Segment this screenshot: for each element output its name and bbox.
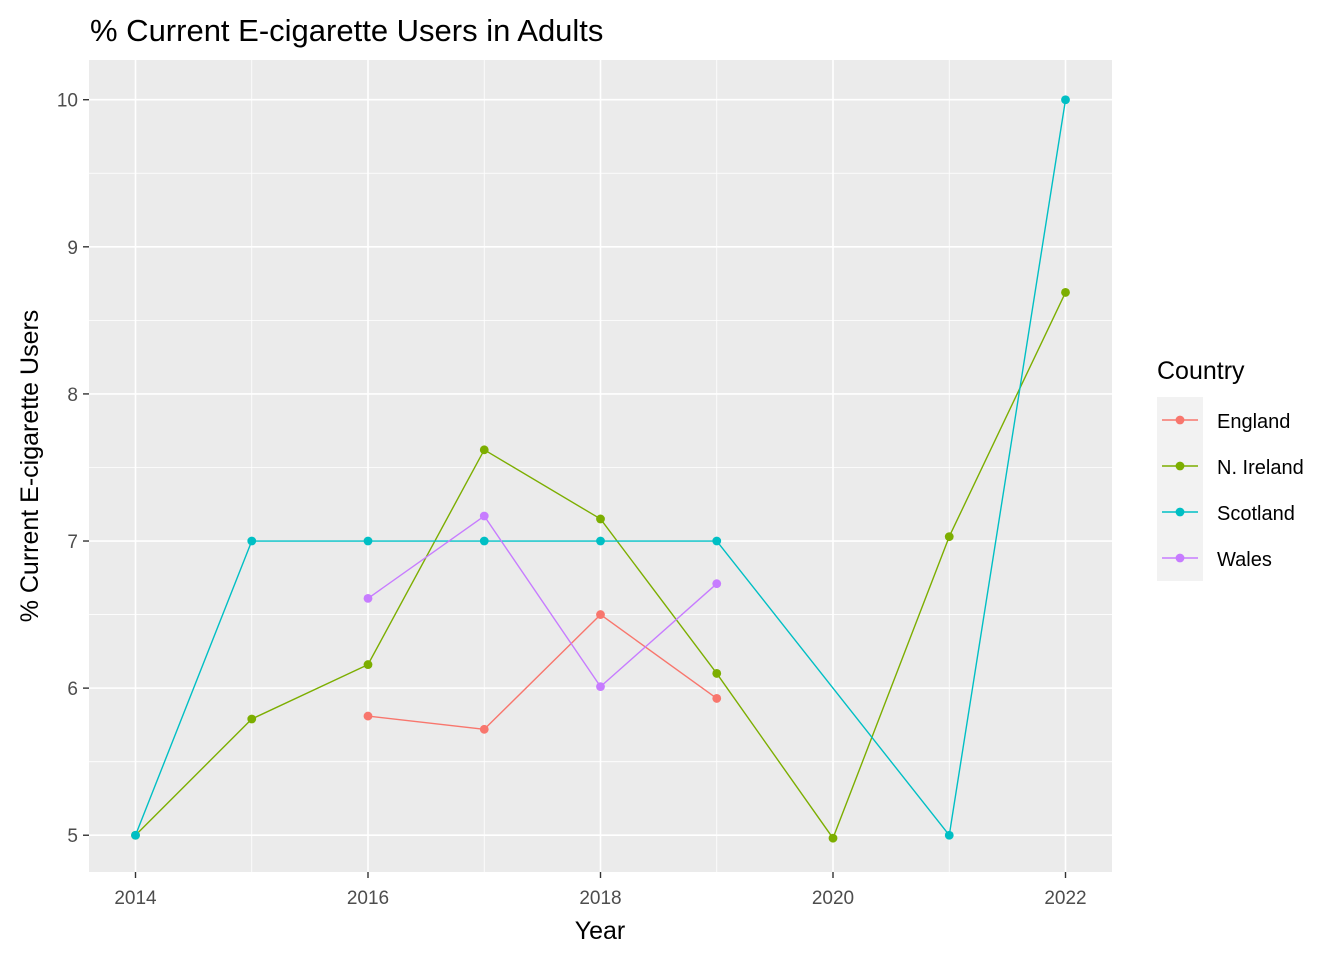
legend-key-point [1175,415,1185,425]
series-england [363,610,722,734]
x-tick-label: 2018 [579,888,621,909]
legend-key-background [1157,397,1203,581]
data-point-n-ireland [1061,288,1070,297]
data-point-n-ireland [712,669,722,678]
data-point-scotland [596,536,605,546]
data-point-scotland [479,536,489,546]
data-point-wales [363,593,373,603]
x-tick-label: 2022 [1044,888,1086,909]
series-line-scotland [134,99,1067,836]
y-axis: 5 6 7 8 9 10 [57,91,89,847]
x-tick-label: 2014 [114,888,157,909]
data-point-n-ireland [363,660,373,669]
series-n-ireland [131,288,1070,843]
chart-title: % Current E-cigarette Users in Adults [90,13,603,48]
data-point-scotland [944,830,954,840]
series-line-england [367,613,718,731]
data-point-wales [479,511,489,521]
legend-key-point [1175,553,1185,563]
data-point-n-ireland [828,833,838,843]
y-axis-title: % Current E-cigarette Users [16,310,44,623]
legend-label: Wales [1217,549,1272,571]
data-point-wales [596,682,605,692]
data-point-england [363,711,373,721]
y-tick-label: 7 [67,532,78,553]
data-point-england [596,610,605,619]
legend-title: Country [1157,357,1245,385]
data-point-n-ireland [247,714,257,724]
x-tick-label: 2020 [812,888,854,909]
y-tick-label: 9 [67,238,78,259]
data-point-scotland [131,830,140,840]
data-point-n-ireland [596,514,605,524]
legend-key-point [1175,461,1185,471]
data-point-england [712,694,722,703]
series-line-wales [367,515,718,688]
data-point-scotland [712,536,722,546]
legend-item-england: England [1162,411,1290,433]
x-axis: 2014 2016 2018 2020 2022 [114,872,1087,909]
legend-label: N. Ireland [1217,457,1304,479]
series-layer [131,95,1070,843]
legend-item-scotland: Scotland [1162,503,1295,525]
legend-label: Scotland [1217,503,1295,525]
series-wales [363,511,722,692]
legend-item-wales: Wales [1162,549,1272,571]
legend-key-point [1175,507,1185,517]
legend: Country England N. Ireland Scotland Wales [1157,357,1304,581]
data-point-scotland [247,536,257,546]
y-tick-label: 8 [67,385,78,406]
data-point-wales [712,579,722,589]
legend-item-n-ireland: N. Ireland [1162,457,1304,479]
data-point-n-ireland [479,445,489,455]
y-tick-label: 10 [57,91,78,112]
major-gridlines [89,60,1112,872]
x-tick-label: 2016 [347,888,389,909]
y-tick-label: 6 [67,679,78,700]
x-axis-title: Year [575,917,626,945]
data-point-scotland [363,536,373,546]
legend-label: England [1217,411,1290,433]
data-point-n-ireland [944,532,954,542]
series-scotland [131,95,1070,840]
data-point-scotland [1061,95,1070,105]
data-point-england [479,724,489,734]
y-tick-label: 5 [67,826,78,847]
